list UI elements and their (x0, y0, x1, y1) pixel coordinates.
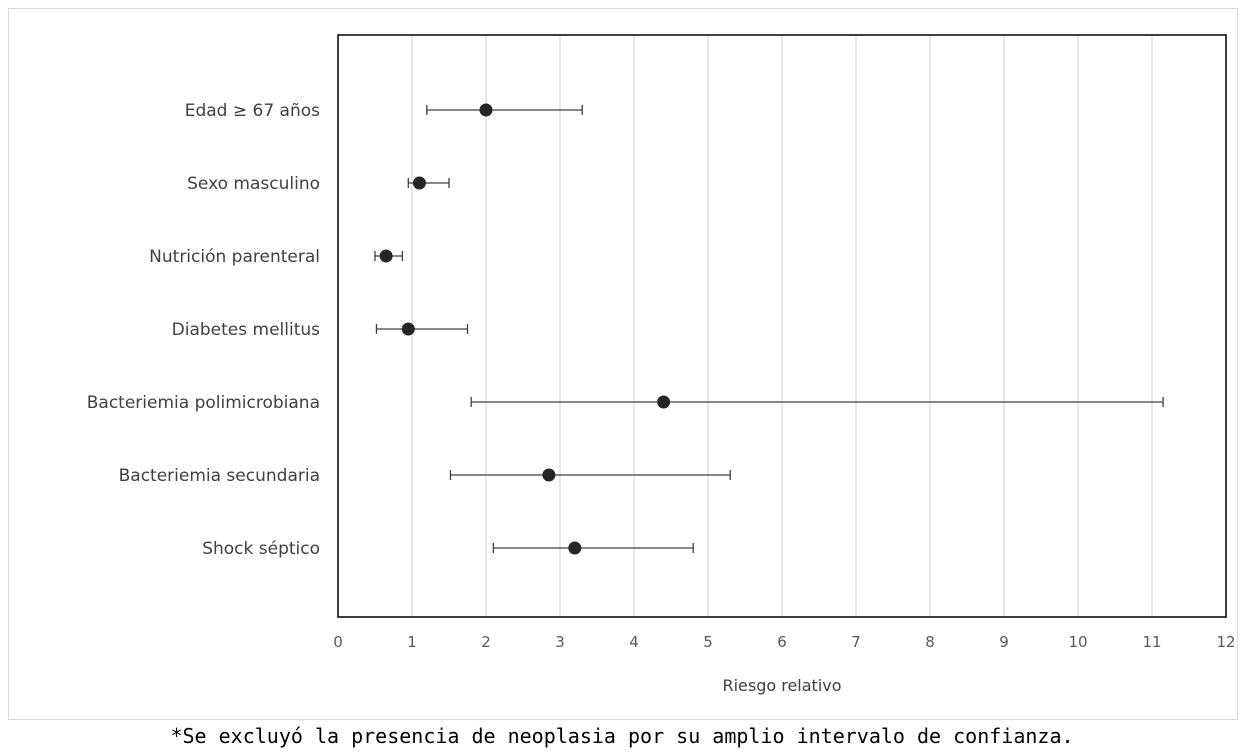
error-bar (492, 543, 694, 553)
x-tick-label: 4 (629, 633, 639, 651)
point-estimate (401, 322, 415, 336)
category-label: Bacteriemia polimicrobiana (87, 393, 320, 413)
category-label: Edad ≥ 67 años (185, 101, 320, 121)
point-estimate (479, 103, 493, 117)
grid-lines (411, 35, 1153, 617)
x-tick-label: 9 (999, 633, 1009, 651)
error-bars (374, 105, 1164, 553)
x-tick-label: 3 (555, 633, 565, 651)
category-label: Diabetes mellitus (172, 320, 320, 340)
error-bar (449, 470, 731, 480)
error-bar (470, 397, 1164, 407)
x-tick-label: 6 (777, 633, 787, 651)
point-estimate (568, 541, 582, 555)
x-tick-label: 8 (925, 633, 935, 651)
category-label: Sexo masculino (187, 174, 320, 194)
category-label: Nutrición parenteral (149, 247, 320, 267)
x-tick-label: 10 (1068, 633, 1087, 651)
point-estimate (542, 468, 556, 482)
x-tick-label: 1 (407, 633, 417, 651)
x-tick-label: 0 (333, 633, 343, 651)
x-tick-label: 12 (1216, 633, 1235, 651)
x-tick-label: 2 (481, 633, 491, 651)
footnote: *Se excluyó la presencia de neoplasia po… (170, 724, 1074, 748)
error-bar (426, 105, 583, 115)
point-estimate (657, 395, 671, 409)
point-estimate (412, 176, 426, 190)
category-label: Shock séptico (202, 539, 320, 559)
chart-frame: 0 1 2 3 4 5 6 7 8 9 10 11 12 Edad ≥ 67 años Sexo masc… (8, 8, 1238, 720)
category-label: Bacteriemia secundaria (119, 466, 320, 486)
x-tick-label: 7 (851, 633, 861, 651)
plot-area (337, 34, 1227, 618)
error-bar (375, 324, 469, 334)
point-estimate (379, 249, 393, 263)
x-tick-label: 11 (1142, 633, 1161, 651)
x-axis-title: Riesgo relativo (722, 676, 841, 695)
point-estimates (379, 103, 671, 555)
x-axis-ticks: 0 1 2 3 4 5 6 7 8 9 10 11 12 (333, 633, 1235, 651)
category-labels: Edad ≥ 67 años Sexo masculino Nutrición pa… (87, 101, 320, 559)
x-tick-label: 5 (703, 633, 713, 651)
